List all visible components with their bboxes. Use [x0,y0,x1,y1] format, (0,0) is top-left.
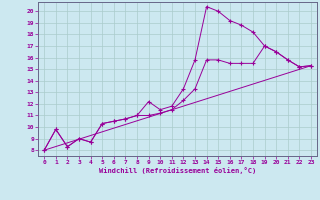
X-axis label: Windchill (Refroidissement éolien,°C): Windchill (Refroidissement éolien,°C) [99,167,256,174]
